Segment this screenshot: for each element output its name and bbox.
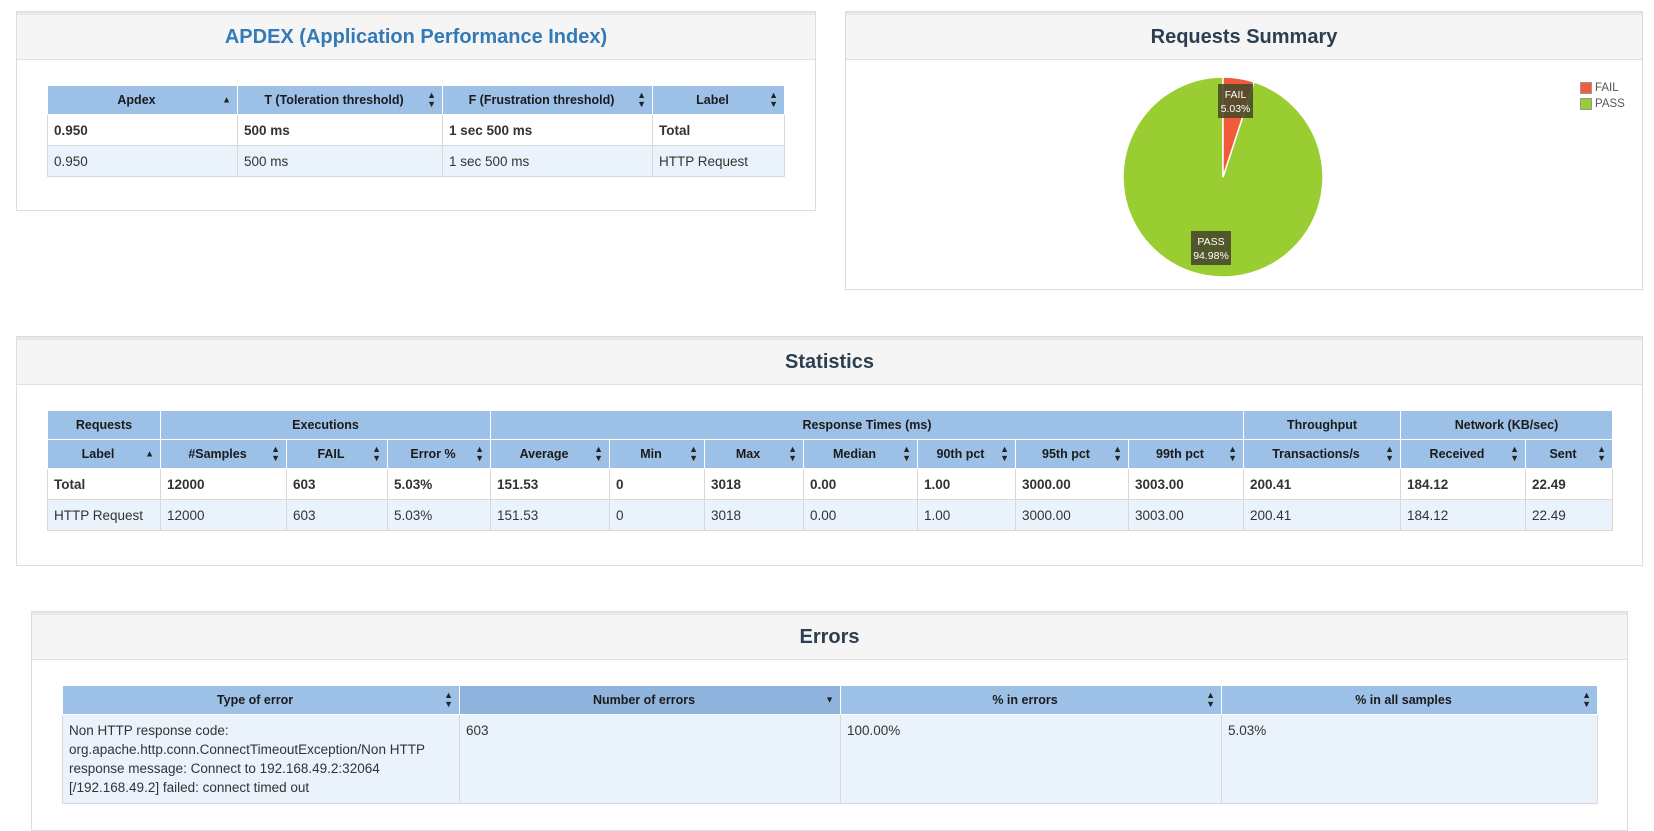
pie-legend: FAIL PASS (1580, 80, 1625, 112)
errors-header-count[interactable]: Number of errors ▼ (459, 685, 841, 715)
errors-title: Errors (32, 612, 1627, 660)
stats-header-received[interactable]: Received ▲ ▼ (1400, 439, 1526, 469)
sort-both-icon: ▲ ▼ (1385, 444, 1394, 463)
table-row: 0.950 500 ms 1 sec 500 ms Total (47, 114, 785, 146)
stats-header-min[interactable]: Min ▲ ▼ (609, 439, 705, 469)
stats-header-label[interactable]: Label ▲ (47, 439, 161, 469)
statistics-table: Requests Executions Response Times (ms) … (47, 410, 1613, 531)
apdex-header-f[interactable]: F (Frustration threshold) ▲ ▼ (442, 85, 653, 115)
stats-header-95th[interactable]: 95th pct ▲ ▼ (1015, 439, 1129, 469)
sort-both-icon: ▲ ▼ (1000, 444, 1009, 463)
sort-both-icon: ▲ ▼ (637, 90, 646, 109)
legend-item-fail[interactable]: FAIL (1580, 80, 1625, 96)
group-network: Network (KB/sec) (1400, 410, 1613, 440)
apdex-header-t[interactable]: T (Toleration threshold) ▲ ▼ (237, 85, 443, 115)
group-requests: Requests (47, 410, 161, 440)
stats-header-median[interactable]: Median ▲ ▼ (803, 439, 918, 469)
sort-both-icon: ▲ ▼ (372, 444, 381, 463)
stats-header-90th[interactable]: 90th pct ▲ ▼ (917, 439, 1016, 469)
summary-title: Requests Summary (846, 12, 1642, 60)
statistics-panel: Statistics Requests Executions Response … (16, 336, 1643, 566)
legend-swatch (1580, 82, 1592, 94)
errors-header-pct-errors[interactable]: % in errors ▲ ▼ (840, 685, 1222, 715)
sort-both-icon: ▲ ▼ (427, 90, 436, 109)
sort-both-icon: ▲ ▼ (769, 90, 778, 109)
sort-asc-icon: ▲ (145, 448, 154, 459)
apdex-table: Apdex ▲ T (Toleration threshold) ▲ ▼ F (Fru… (47, 85, 785, 177)
sort-both-icon: ▲ ▼ (271, 444, 280, 463)
svg-text:FAIL: FAIL (1225, 89, 1247, 101)
apdex-header-label[interactable]: Label ▲ ▼ (652, 85, 785, 115)
stats-header-transactions[interactable]: Transactions/s ▲ ▼ (1243, 439, 1401, 469)
stats-header-sent[interactable]: Sent ▲ ▼ (1525, 439, 1613, 469)
sort-both-icon: ▲ ▼ (1228, 444, 1237, 463)
sort-both-icon: ▲ ▼ (594, 444, 603, 463)
sort-both-icon: ▲ ▼ (1597, 444, 1606, 463)
sort-both-icon: ▲ ▼ (1113, 444, 1122, 463)
sort-both-icon: ▲ ▼ (444, 690, 453, 709)
requests-summary-panel: Requests Summary FAIL 5.03% PASS 94.98% … (845, 11, 1643, 290)
fail-data-label: FAIL 5.03% (1218, 84, 1253, 118)
requests-pie-chart: FAIL 5.03% PASS 94.98% (1122, 76, 1324, 278)
sort-asc-icon: ▲ (222, 94, 231, 105)
sort-both-icon: ▲ ▼ (902, 444, 911, 463)
table-row: HTTP Request 12000 603 5.03% 151.53 0 30… (47, 499, 1613, 531)
svg-text:94.98%: 94.98% (1193, 250, 1229, 262)
pass-data-label: PASS 94.98% (1191, 231, 1231, 265)
apdex-panel: APDEX (Application Performance Index) Ap… (16, 11, 816, 211)
table-row: Total 12000 603 5.03% 151.53 0 3018 0.00… (47, 468, 1613, 500)
legend-swatch (1580, 98, 1592, 110)
stats-header-fail[interactable]: FAIL ▲ ▼ (286, 439, 388, 469)
stats-header-error-pct[interactable]: Error % ▲ ▼ (387, 439, 491, 469)
errors-panel: Errors Type of error ▲ ▼ Number of errors ▼… (31, 611, 1628, 831)
statistics-title: Statistics (17, 337, 1642, 385)
errors-header-pct-samples[interactable]: % in all samples ▲ ▼ (1221, 685, 1598, 715)
apdex-header-apdex[interactable]: Apdex ▲ (47, 85, 238, 115)
group-response-times: Response Times (ms) (490, 410, 1244, 440)
group-throughput: Throughput (1243, 410, 1401, 440)
apdex-title[interactable]: APDEX (Application Performance Index) (17, 12, 815, 60)
stats-header-max[interactable]: Max ▲ ▼ (704, 439, 804, 469)
stats-header-samples[interactable]: #Samples ▲ ▼ (160, 439, 287, 469)
sort-both-icon: ▲ ▼ (788, 444, 797, 463)
sort-both-icon: ▲ ▼ (689, 444, 698, 463)
table-row: 0.950 500 ms 1 sec 500 ms HTTP Request (47, 145, 785, 177)
errors-header-type[interactable]: Type of error ▲ ▼ (62, 685, 460, 715)
group-executions: Executions (160, 410, 491, 440)
svg-text:5.03%: 5.03% (1221, 103, 1251, 115)
sort-desc-icon: ▼ (825, 694, 834, 705)
table-row: Non HTTP response code: org.apache.http.… (62, 714, 1598, 804)
sort-both-icon: ▲ ▼ (1510, 444, 1519, 463)
sort-both-icon: ▲ ▼ (1582, 690, 1591, 709)
svg-text:PASS: PASS (1197, 236, 1224, 248)
sort-both-icon: ▲ ▼ (475, 444, 484, 463)
legend-item-pass[interactable]: PASS (1580, 96, 1625, 112)
sort-both-icon: ▲ ▼ (1206, 690, 1215, 709)
stats-header-99th[interactable]: 99th pct ▲ ▼ (1128, 439, 1244, 469)
errors-table: Type of error ▲ ▼ Number of errors ▼ % in e… (62, 685, 1598, 804)
stats-header-average[interactable]: Average ▲ ▼ (490, 439, 610, 469)
